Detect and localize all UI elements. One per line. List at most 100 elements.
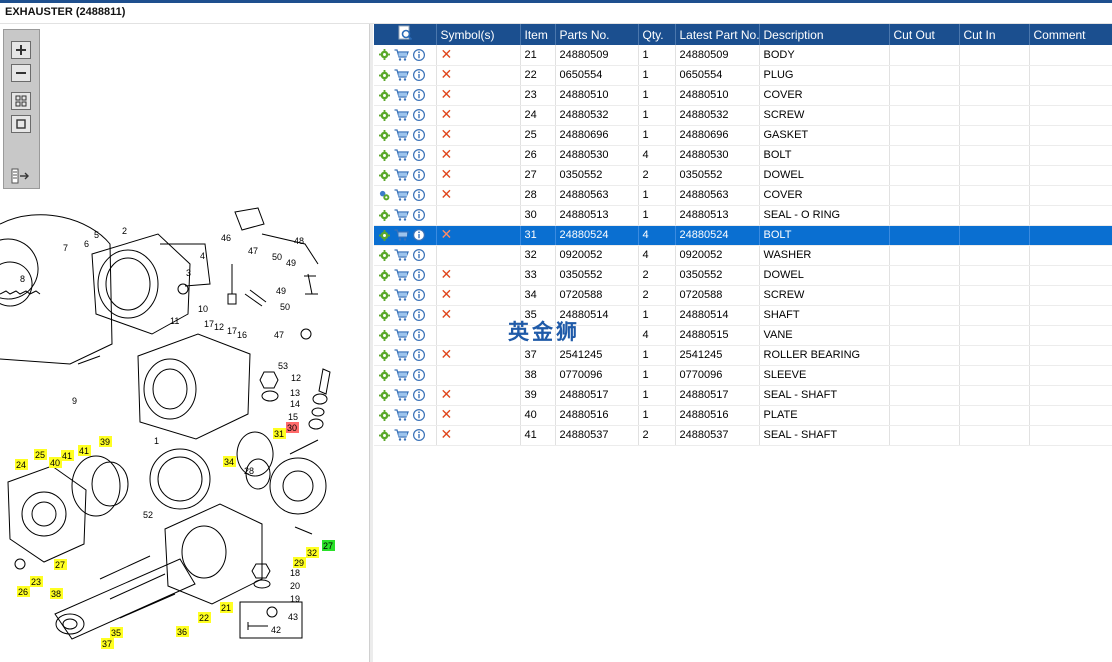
- export-button[interactable]: [11, 167, 31, 185]
- gear-icon[interactable]: [379, 109, 390, 121]
- callout-33[interactable]: 32: [307, 548, 317, 558]
- gear-icon[interactable]: [379, 149, 390, 161]
- info-icon[interactable]: [413, 129, 425, 142]
- cart-icon[interactable]: [394, 389, 409, 401]
- table-row[interactable]: 38 0770096 1 0770096 SLEEVE: [374, 365, 1112, 386]
- info-icon[interactable]: [413, 329, 425, 342]
- info-icon[interactable]: [413, 109, 425, 122]
- cart-icon[interactable]: [394, 49, 409, 61]
- cart-icon[interactable]: [394, 289, 409, 301]
- callout-2[interactable]: 2: [122, 226, 127, 236]
- zoom-out-button[interactable]: [11, 64, 31, 82]
- cart-icon[interactable]: [394, 369, 409, 381]
- actual-size-button[interactable]: [11, 115, 31, 133]
- callout-41b[interactable]: 41: [62, 451, 72, 461]
- info-icon[interactable]: [413, 369, 425, 382]
- info-icon[interactable]: [413, 409, 425, 422]
- info-icon[interactable]: [413, 48, 425, 61]
- column-header-cut-in[interactable]: Cut In: [959, 24, 1030, 45]
- callout-47b[interactable]: 47: [274, 330, 284, 340]
- diagram-pane[interactable]: 2 5 6 7 4 3 8 10 11 46 47 48 50 49 49 50…: [0, 24, 370, 662]
- callout-26[interactable]: 26: [18, 587, 28, 597]
- gear-icon[interactable]: [379, 169, 390, 181]
- callout-47a[interactable]: 47: [248, 246, 258, 256]
- column-header-latest-part-no[interactable]: Latest Part No.: [675, 24, 760, 45]
- gear-icon[interactable]: [379, 329, 390, 341]
- callout-46[interactable]: 46: [221, 233, 231, 243]
- callout-31[interactable]: 30: [287, 423, 297, 433]
- column-header-comment[interactable]: Comment: [1029, 24, 1112, 45]
- table-row[interactable]: ✕ 31 24880524 4 24880524 BOLT: [374, 225, 1112, 246]
- callout-22[interactable]: 22: [199, 613, 209, 623]
- callout-23[interactable]: 23: [31, 577, 41, 587]
- callout-17a[interactable]: 17: [204, 319, 214, 329]
- table-row[interactable]: ✕ 37 2541245 1 2541245 ROLLER BEARING: [374, 345, 1112, 366]
- gear-multi-icon[interactable]: [379, 190, 390, 201]
- gear-icon[interactable]: [379, 69, 390, 81]
- info-icon[interactable]: [413, 169, 425, 182]
- column-header-parts-no[interactable]: Parts No.: [555, 24, 639, 45]
- callout-9[interactable]: 9: [72, 396, 77, 406]
- callout-17b[interactable]: 17: [227, 326, 237, 336]
- callout-34[interactable]: 34: [224, 457, 234, 467]
- cart-icon[interactable]: [394, 229, 409, 241]
- callout-52[interactable]: 53: [278, 361, 288, 371]
- gear-icon[interactable]: [379, 89, 390, 101]
- cart-icon[interactable]: [394, 309, 409, 321]
- pane-splitter[interactable]: [370, 24, 373, 662]
- fit-to-window-button[interactable]: [11, 92, 31, 110]
- cart-icon[interactable]: [394, 189, 409, 201]
- info-icon[interactable]: [413, 249, 425, 262]
- cart-icon[interactable]: [394, 429, 409, 441]
- info-icon[interactable]: [413, 149, 425, 162]
- callout-7[interactable]: 7: [63, 243, 68, 253]
- table-row[interactable]: 32 0920052 4 0920052 WASHER: [374, 245, 1112, 266]
- callout-29[interactable]: 28: [244, 466, 254, 476]
- callout-12b[interactable]: 12: [291, 373, 301, 383]
- callout-49a[interactable]: 49: [286, 258, 296, 268]
- callout-8[interactable]: 8: [20, 274, 25, 284]
- callout-18[interactable]: 18: [290, 568, 300, 578]
- callout-10[interactable]: 10: [198, 304, 208, 314]
- callout-19[interactable]: 19: [290, 594, 300, 604]
- callout-12a[interactable]: 12: [214, 322, 224, 332]
- callout-41a[interactable]: 41: [79, 446, 89, 456]
- table-row[interactable]: ✕ 27 0350552 2 0350552 DOWEL: [374, 165, 1112, 186]
- callout-4[interactable]: 4: [200, 251, 205, 261]
- callout-20[interactable]: 20: [290, 581, 300, 591]
- cart-icon[interactable]: [394, 349, 409, 361]
- callout-50b[interactable]: 50: [280, 302, 290, 312]
- table-row[interactable]: ✕ 22 0650554 1 0650554 PLUG: [374, 65, 1112, 86]
- callout-36[interactable]: 36: [177, 627, 187, 637]
- gear-icon[interactable]: [379, 409, 390, 421]
- cart-icon[interactable]: [394, 109, 409, 121]
- callout-30[interactable]: 29: [294, 558, 304, 568]
- callout-15[interactable]: 15: [288, 412, 298, 422]
- cart-icon[interactable]: [394, 249, 409, 261]
- callout-3[interactable]: 3: [186, 268, 191, 278]
- table-row[interactable]: ✕ 34 0720588 2 0720588 SCREW: [374, 285, 1112, 306]
- table-row[interactable]: ✕ 39 24880517 1 24880517 SEAL - SHAFT: [374, 385, 1112, 406]
- callout-16[interactable]: 16: [237, 330, 247, 340]
- callout-42[interactable]: 42: [271, 625, 281, 635]
- info-icon[interactable]: [413, 89, 425, 102]
- table-row[interactable]: 4 24880515 VANE: [374, 325, 1112, 346]
- callout-11[interactable]: 11: [170, 316, 179, 326]
- info-icon[interactable]: [413, 189, 425, 202]
- table-row[interactable]: ✕ 21 24880509 1 24880509 BODY: [374, 45, 1112, 66]
- table-row[interactable]: ✕ 23 24880510 1 24880510 COVER: [374, 85, 1112, 106]
- cart-icon[interactable]: [394, 69, 409, 81]
- table-row[interactable]: 30 24880513 1 24880513 SEAL - O RING: [374, 205, 1112, 226]
- table-row[interactable]: ✕ 35 24880514 1 24880514 SHAFT: [374, 305, 1112, 326]
- callout-37[interactable]: 37: [102, 639, 112, 649]
- callout-1[interactable]: 1: [154, 436, 159, 446]
- table-row[interactable]: ✕ 25 24880696 1 24880696 GASKET: [374, 125, 1112, 146]
- table-row[interactable]: ✕ 41 24880537 2 24880537 SEAL - SHAFT: [374, 425, 1112, 446]
- callout-35[interactable]: 35: [111, 628, 121, 638]
- callout-48[interactable]: 48: [294, 236, 304, 246]
- table-row[interactable]: ✕ 26 24880530 4 24880530 BOLT: [374, 145, 1112, 166]
- gear-icon[interactable]: [379, 289, 390, 301]
- cart-icon[interactable]: [394, 209, 409, 221]
- column-header-cut-out[interactable]: Cut Out: [889, 24, 960, 45]
- callout-27[interactable]: 27: [55, 560, 65, 570]
